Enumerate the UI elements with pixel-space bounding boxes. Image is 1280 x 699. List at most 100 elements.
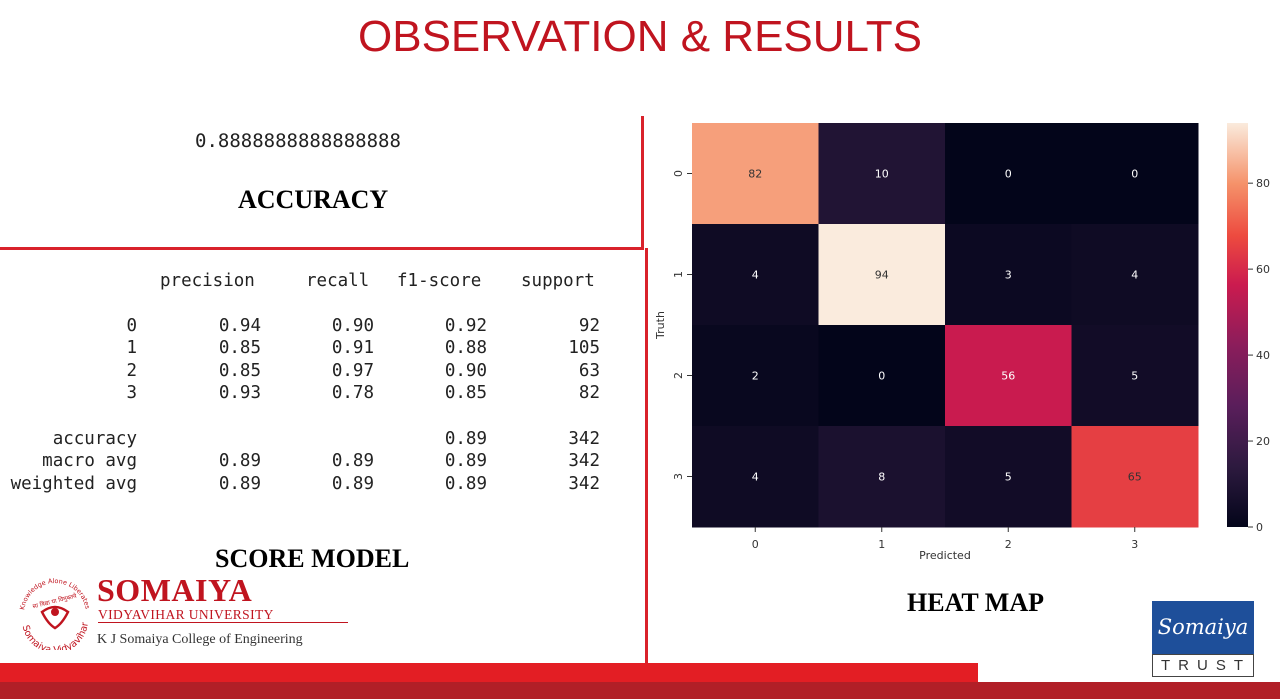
x-tick-label: 2 <box>1005 538 1012 551</box>
heatmap-cell-label: 4 <box>752 269 759 282</box>
heatmap-cell <box>692 426 819 528</box>
report-class-f1: 0.90 <box>444 360 487 381</box>
university-name: SOMAIYA <box>97 572 253 608</box>
somaiya-university-logo: Knowledge Alone Liberates Somaiya Vidyav… <box>12 572 348 652</box>
report-summary-label: macro avg <box>42 451 137 471</box>
report-class-precision: 0.94 <box>218 315 261 336</box>
heatmap-cell <box>818 123 946 225</box>
report-class-label: 2 <box>126 360 137 381</box>
heatmap-cell-label: 0 <box>1005 168 1012 181</box>
report-class-f1: 0.88 <box>444 338 487 358</box>
heatmap-cell <box>1071 123 1199 225</box>
report-class-label: 0 <box>126 315 137 336</box>
report-summary-f1: 0.89 <box>444 451 487 471</box>
x-tick-label: 1 <box>878 538 885 551</box>
heatmap-cell-label: 3 <box>1005 269 1012 282</box>
report-class-precision: 0.93 <box>218 383 261 403</box>
svg-text:Knowledge Alone Liberates: Knowledge Alone Liberates <box>18 577 91 611</box>
heatmap-cell <box>945 426 1072 528</box>
x-axis-label: Predicted <box>919 549 971 562</box>
heatmap-cell <box>945 123 1072 225</box>
report-summary-recall: 0.89 <box>331 451 374 471</box>
heatmap-cell-label: 65 <box>1128 471 1142 484</box>
report-class-support: 105 <box>568 338 600 358</box>
heatmap-caption: HEAT MAP <box>907 588 1044 617</box>
heatmap-cell-label: 82 <box>748 168 762 181</box>
report-class-support: 82 <box>578 383 600 403</box>
y-tick-label: 2 <box>672 372 685 379</box>
x-tick-label: 0 <box>752 538 759 551</box>
header-precision: precision <box>160 271 255 291</box>
heatmap-cell <box>945 325 1072 427</box>
heatmap-cell-label: 0 <box>878 370 885 383</box>
report-class-label: 3 <box>126 383 137 403</box>
header-f1: f1-score <box>397 271 482 291</box>
colorbar-tick-label: 80 <box>1256 177 1270 190</box>
heatmap-cell-label: 2 <box>752 370 759 383</box>
header-support: support <box>521 271 595 291</box>
y-axis-label: Truth <box>654 311 667 340</box>
heatmap-cell <box>1071 426 1199 528</box>
trust-label: TRUST <box>1152 654 1254 677</box>
y-tick-label: 1 <box>672 271 685 278</box>
heatmap-cell <box>692 325 819 427</box>
heatmap-cell <box>818 224 946 326</box>
report-summary-label: weighted avg <box>10 473 137 494</box>
score-model-caption: SCORE MODEL <box>215 544 410 573</box>
heatmap-cell <box>692 123 819 225</box>
x-tick-label: 3 <box>1131 538 1138 551</box>
svg-text:Somaiya Vidyavihar: Somaiya Vidyavihar <box>20 622 91 650</box>
report-class-recall: 0.90 <box>331 315 374 336</box>
header-recall: recall <box>306 271 370 291</box>
somaiya-trust-logo: Somaiya TRUST <box>1152 601 1254 677</box>
report-class-support: 92 <box>578 315 600 336</box>
report-summary-f1: 0.89 <box>444 428 487 449</box>
heatmap-cell-label: 94 <box>875 269 889 282</box>
colorbar-tick-label: 40 <box>1256 349 1270 362</box>
college-name: K J Somaiya College of Engineering <box>97 632 303 647</box>
university-seal-icon: Knowledge Alone Liberates Somaiya Vidyav… <box>18 577 91 650</box>
report-summary-support: 342 <box>568 473 600 494</box>
heatmap-cell-label: 10 <box>875 168 889 181</box>
divider-vertical-bottom <box>645 248 648 664</box>
report-summary-f1: 0.89 <box>444 473 487 494</box>
university-subtitle: VIDYAVIHAR UNIVERSITY <box>98 607 274 622</box>
report-summary-label: accuracy <box>52 428 137 449</box>
heatmap-cell-label: 5 <box>1005 471 1012 484</box>
report-summary-support: 342 <box>568 428 600 449</box>
heatmap-cell <box>692 224 819 326</box>
heatmap-cell <box>1071 325 1199 427</box>
page-title: OBSERVATION & RESULTS <box>358 12 922 61</box>
heatmap-cell <box>818 426 946 528</box>
accuracy-caption: ACCURACY <box>238 185 389 214</box>
heatmap-cell <box>1071 224 1199 326</box>
heatmap-cell-label: 56 <box>1001 370 1015 383</box>
divider-vertical-top <box>641 116 644 250</box>
report-summary-precision: 0.89 <box>218 473 261 494</box>
report-class-precision: 0.85 <box>218 360 261 381</box>
report-class-recall: 0.97 <box>331 360 374 381</box>
heatmap-cell-label: 8 <box>878 471 885 484</box>
heatmap-cell <box>945 224 1072 326</box>
trust-logo-wordmark: Somaiya <box>1152 601 1254 655</box>
footer-red-bar <box>0 663 978 682</box>
colorbar <box>1227 123 1248 527</box>
heatmap-cell-label: 0 <box>1131 168 1138 181</box>
report-class-recall: 0.78 <box>331 383 374 403</box>
colorbar-tick-label: 0 <box>1256 521 1263 534</box>
heatmap-cell-label: 4 <box>752 471 759 484</box>
report-summary-recall: 0.89 <box>331 473 374 494</box>
report-class-f1: 0.92 <box>444 315 487 336</box>
accuracy-value: 0.8888888888888888 <box>195 130 401 152</box>
heatmap-cell-label: 4 <box>1131 269 1138 282</box>
divider-horizontal <box>0 247 643 250</box>
y-tick-label: 0 <box>672 170 685 177</box>
heatmap-cell <box>818 325 946 427</box>
report-summary-support: 342 <box>568 451 600 471</box>
report-class-recall: 0.91 <box>331 338 374 358</box>
heatmap-cell-label: 5 <box>1131 370 1138 383</box>
report-class-support: 63 <box>578 360 600 381</box>
colorbar-tick-label: 20 <box>1256 435 1270 448</box>
report-summary-precision: 0.89 <box>218 451 261 471</box>
